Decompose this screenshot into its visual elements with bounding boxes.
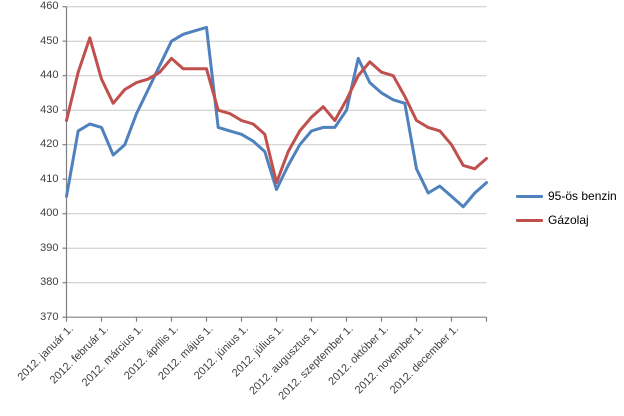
y-axis-tick-label: 380 bbox=[40, 276, 59, 289]
y-axis-tick-label: 430 bbox=[40, 103, 59, 116]
legend-item-gazolaj[interactable]: Gázolaj bbox=[516, 213, 589, 227]
legend-label-gazolaj: Gázolaj bbox=[548, 213, 589, 227]
y-axis-tick-label: 410 bbox=[40, 172, 59, 185]
y-axis-tick-label: 390 bbox=[40, 241, 59, 254]
series-line-gazolaj[interactable] bbox=[65, 36, 488, 185]
y-axis-tick-label: 460 bbox=[40, 0, 59, 13]
y-axis-tick-label: 440 bbox=[40, 69, 59, 82]
legend-swatch-benzin-line bbox=[516, 194, 543, 198]
y-axis-tick-label: 450 bbox=[40, 34, 59, 47]
y-axis-tick-label: 370 bbox=[40, 310, 59, 323]
legend-label-benzin: 95-ös benzin bbox=[548, 189, 617, 203]
y-axis-tick-label: 400 bbox=[40, 207, 59, 220]
series-line-benzin[interactable] bbox=[65, 25, 488, 209]
legend-item-benzin[interactable]: 95-ös benzin bbox=[516, 189, 617, 203]
y-axis-tick-label: 420 bbox=[40, 138, 59, 151]
legend-swatch-gazolaj-line bbox=[516, 218, 543, 222]
